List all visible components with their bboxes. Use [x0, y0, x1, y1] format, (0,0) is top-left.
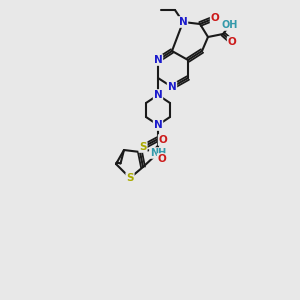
Text: N: N: [178, 17, 188, 27]
Text: N: N: [154, 90, 162, 100]
Text: O: O: [228, 37, 236, 47]
Text: N: N: [168, 82, 176, 92]
Text: O: O: [158, 154, 166, 164]
Text: O: O: [211, 13, 219, 23]
Text: OH: OH: [222, 20, 238, 30]
Text: N: N: [154, 55, 162, 65]
Text: N: N: [154, 120, 162, 130]
Text: S: S: [139, 142, 147, 152]
Text: NH: NH: [150, 148, 166, 158]
Text: S: S: [126, 173, 134, 183]
Text: O: O: [159, 135, 167, 145]
